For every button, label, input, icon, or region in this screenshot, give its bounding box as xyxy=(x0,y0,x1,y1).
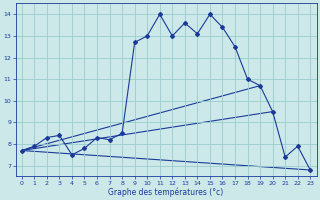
X-axis label: Graphe des températures (°c): Graphe des températures (°c) xyxy=(108,187,224,197)
